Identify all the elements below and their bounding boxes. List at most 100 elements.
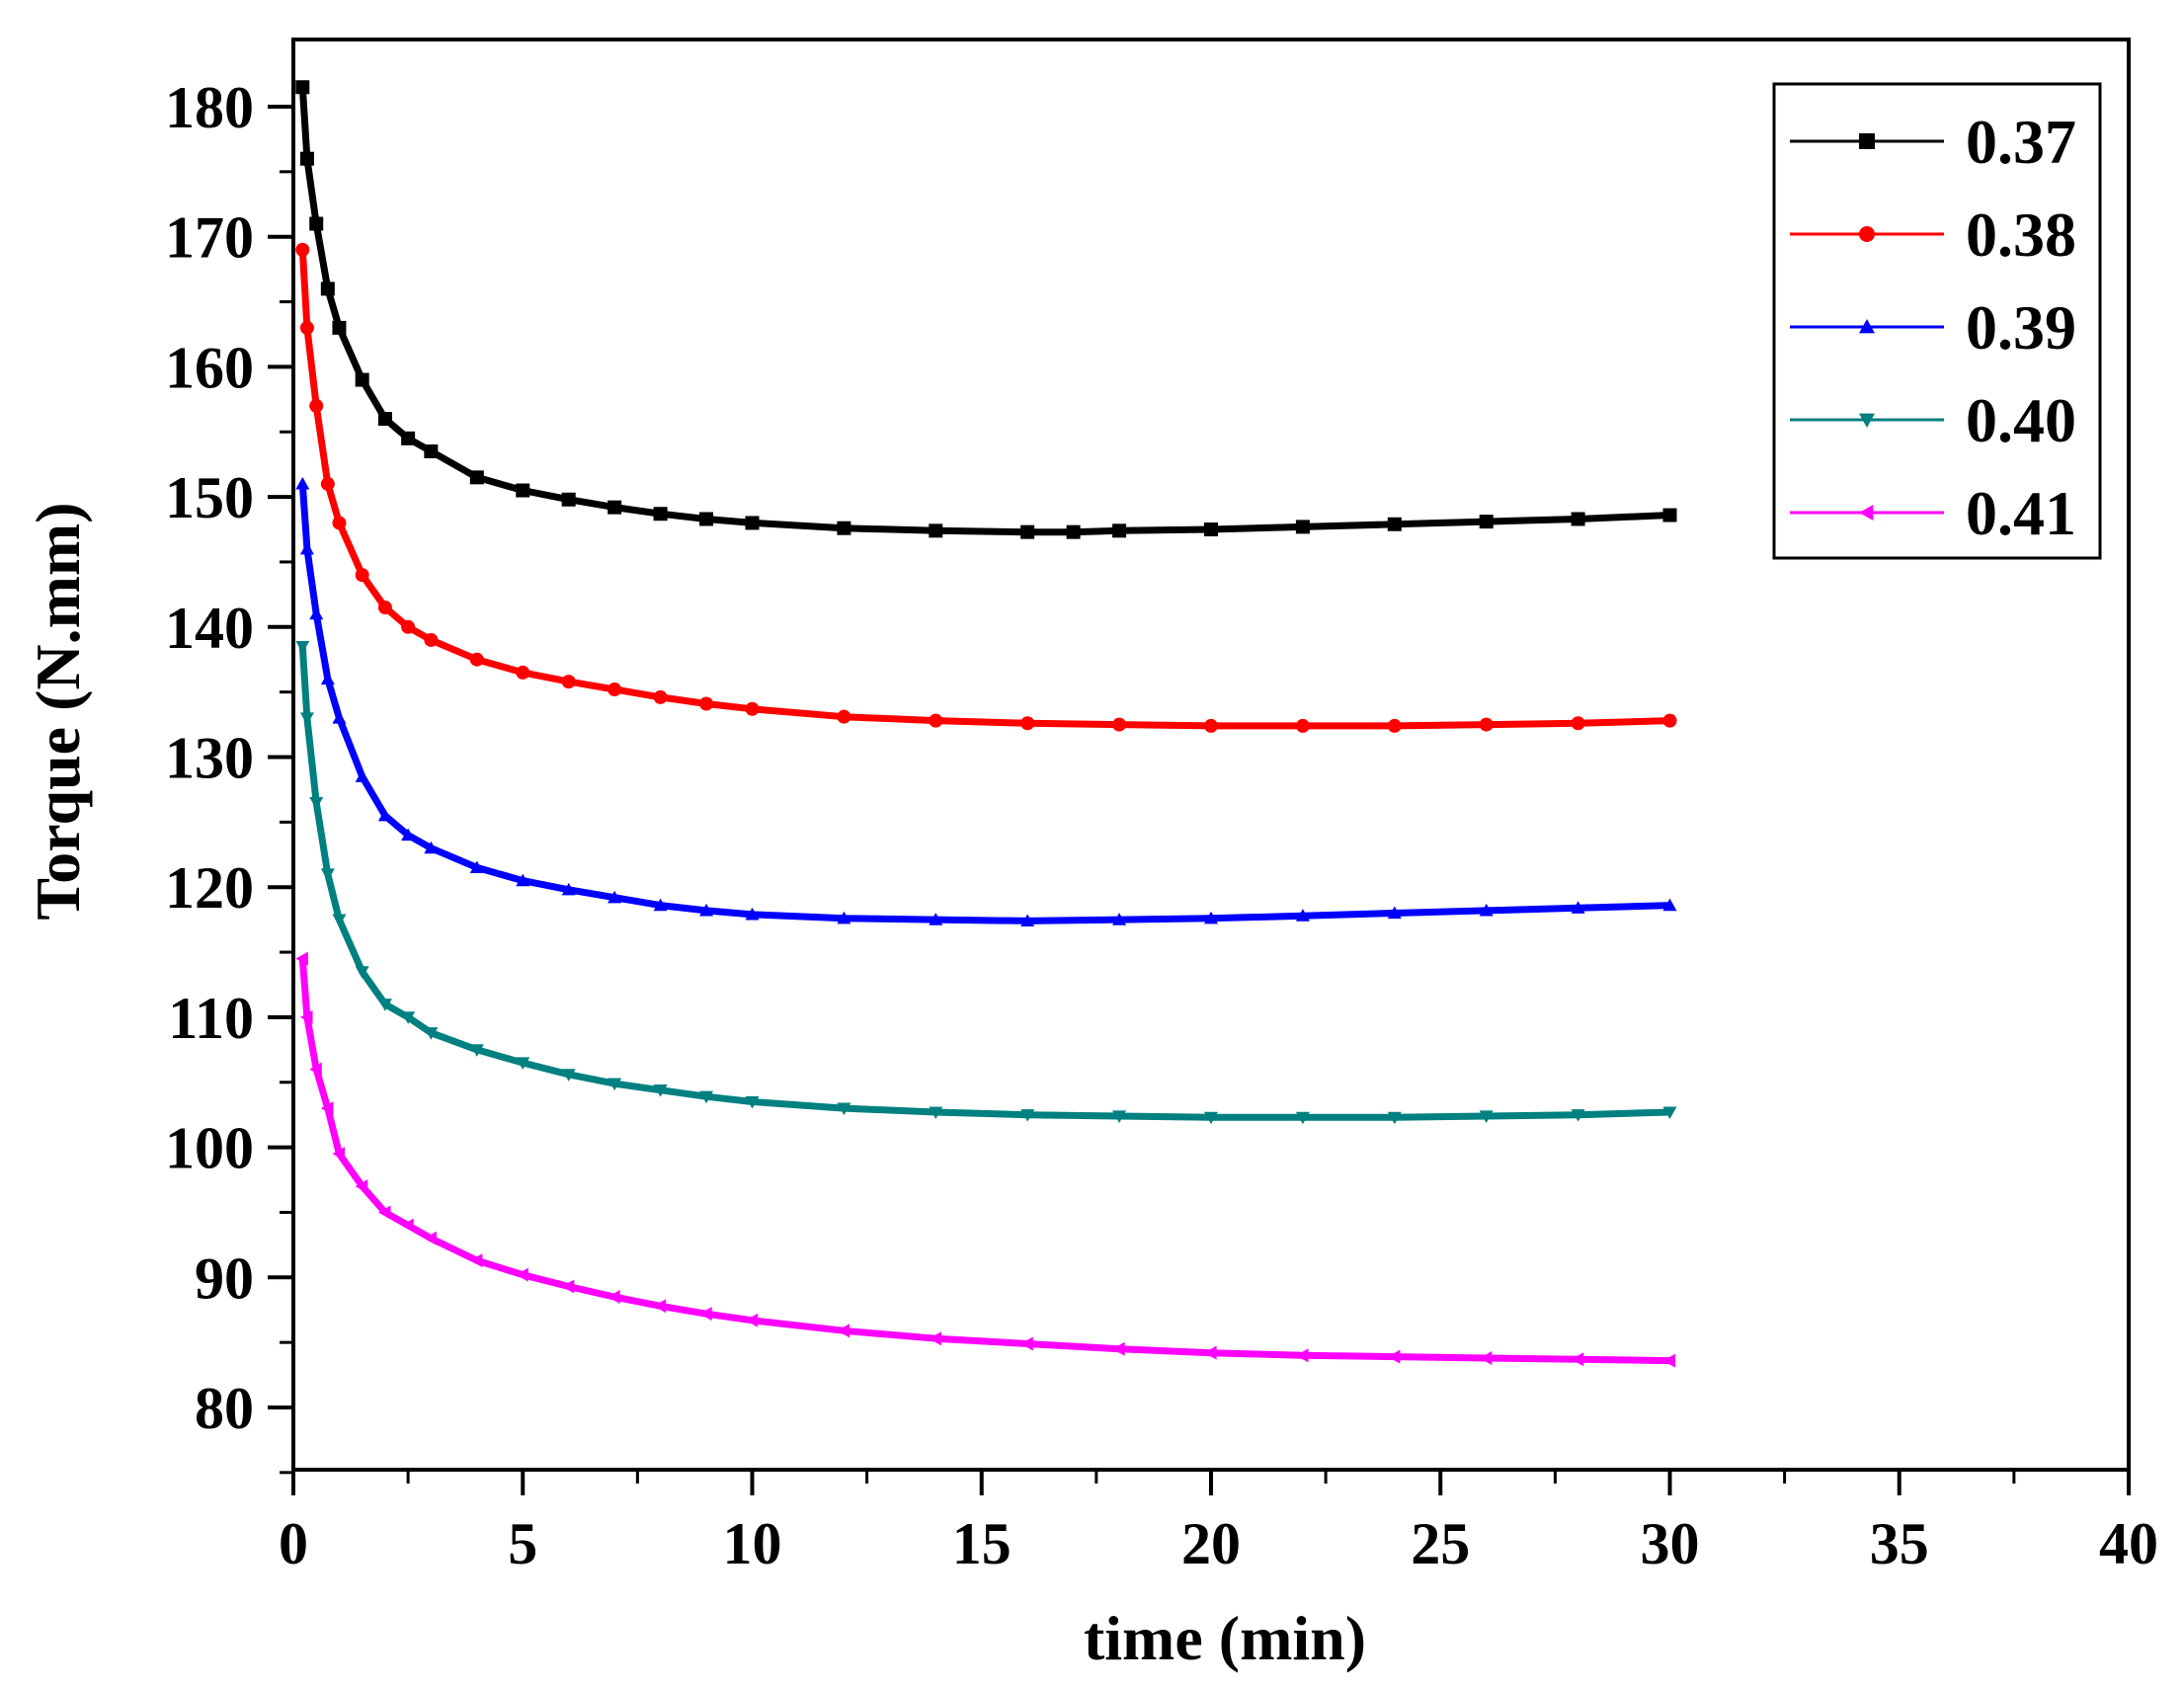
data-point xyxy=(355,568,369,583)
data-point xyxy=(1066,524,1081,539)
axes-layer: 0 5 10 15 20 25 30 35 40 80 90 100 110 120 130 140 150 16… xyxy=(165,75,2158,1576)
data-point xyxy=(295,951,308,966)
legend-entry-0.39: 0.39 xyxy=(1790,292,2076,362)
data-point xyxy=(320,281,335,296)
data-point xyxy=(1020,1336,1033,1351)
data-point xyxy=(699,512,714,526)
legend-marker xyxy=(1859,319,1875,334)
data-point xyxy=(1112,523,1127,538)
data-point xyxy=(1020,1109,1035,1122)
y-tick-label: 80 xyxy=(195,1376,254,1441)
y-tick-label: 90 xyxy=(195,1245,254,1311)
x-tick-label: 0 xyxy=(279,1511,308,1576)
data-point xyxy=(1387,906,1402,920)
x-tick-label: 15 xyxy=(952,1511,1011,1576)
data-point xyxy=(401,619,416,634)
data-point xyxy=(1662,508,1677,522)
series-line xyxy=(298,249,1670,730)
data-point xyxy=(1295,718,1310,733)
data-point xyxy=(745,1313,759,1327)
data-point xyxy=(1295,1111,1310,1125)
legend-box xyxy=(1772,82,2102,560)
data-point xyxy=(1112,1110,1127,1123)
data-point xyxy=(1662,1106,1677,1120)
data-point xyxy=(401,828,416,842)
data-point xyxy=(1295,520,1310,534)
data-point xyxy=(1204,1111,1218,1125)
series-line xyxy=(298,483,1670,924)
data-point xyxy=(699,903,714,917)
data-point xyxy=(1020,524,1035,539)
data-point xyxy=(1204,718,1218,733)
data-point xyxy=(516,665,530,680)
series-0.37 xyxy=(295,80,1677,539)
data-point xyxy=(309,398,324,413)
legend-entry-0.38: 0.38 xyxy=(1790,200,2076,270)
data-point xyxy=(355,966,369,979)
data-point xyxy=(377,1205,391,1220)
data-point xyxy=(1662,898,1677,912)
x-axis-title: time (min) xyxy=(1084,1603,1366,1673)
data-point xyxy=(424,444,439,459)
data-point xyxy=(837,911,851,924)
data-point xyxy=(607,890,622,904)
data-point xyxy=(1020,716,1035,731)
data-point xyxy=(309,216,324,231)
data-point xyxy=(1387,517,1402,531)
data-point xyxy=(745,516,760,530)
legend-label: 0.41 xyxy=(1966,478,2076,548)
legend-entry-0.40: 0.40 xyxy=(1790,385,2076,455)
y-tick-label: 120 xyxy=(165,855,254,921)
data-point xyxy=(1571,1109,1585,1122)
y-tick-label: 100 xyxy=(165,1116,254,1181)
data-point xyxy=(929,713,943,728)
data-point xyxy=(1020,914,1035,927)
data-point xyxy=(299,151,314,166)
data-point xyxy=(401,1218,414,1233)
data-point xyxy=(837,1324,849,1338)
x-tick-label: 25 xyxy=(1411,1511,1470,1576)
data-point xyxy=(295,80,310,95)
data-point xyxy=(929,1106,943,1120)
y-tick-label: 160 xyxy=(165,335,254,400)
data-point xyxy=(299,1009,313,1024)
legend-entry-0.37: 0.37 xyxy=(1790,107,2076,177)
data-point xyxy=(837,709,851,724)
data-point xyxy=(929,913,943,925)
data-point xyxy=(469,1044,484,1057)
data-point xyxy=(1571,1352,1584,1367)
data-point xyxy=(837,1102,851,1116)
legend-label: 0.38 xyxy=(1966,200,2076,270)
data-point xyxy=(469,470,484,485)
data-point xyxy=(299,541,314,555)
data-point xyxy=(699,1090,714,1104)
data-point xyxy=(309,796,324,810)
data-point xyxy=(1479,515,1494,529)
y-axis-title: Torque (N.mm) xyxy=(23,502,93,920)
data-point xyxy=(699,696,714,711)
data-point xyxy=(1295,909,1310,922)
data-point xyxy=(1479,1110,1494,1123)
data-point xyxy=(1479,1350,1493,1365)
data-point xyxy=(745,907,760,921)
data-point xyxy=(424,1231,437,1245)
data-point xyxy=(699,1307,712,1322)
data-point xyxy=(424,1027,439,1040)
data-point xyxy=(1662,1353,1676,1368)
data-point xyxy=(1387,1111,1402,1125)
data-point xyxy=(561,1069,576,1082)
data-point xyxy=(332,710,347,724)
legend-entry-0.41: 0.41 xyxy=(1790,478,2076,548)
data-point xyxy=(516,483,530,498)
data-point xyxy=(401,431,416,445)
data-point xyxy=(1479,717,1494,732)
x-tick-label: 5 xyxy=(508,1511,537,1576)
data-point xyxy=(607,1078,622,1091)
data-point xyxy=(1571,901,1585,914)
data-point xyxy=(469,860,484,874)
series-0.40 xyxy=(295,640,1677,1125)
x-tick-label: 35 xyxy=(1870,1511,1929,1576)
y-tick-label: 180 xyxy=(165,75,254,140)
data-point xyxy=(309,606,324,620)
data-point xyxy=(745,701,760,716)
